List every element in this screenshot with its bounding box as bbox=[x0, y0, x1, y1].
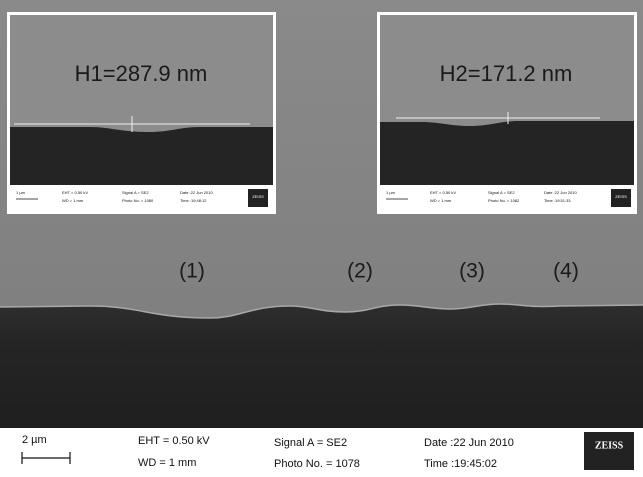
surface-edge bbox=[0, 303, 643, 319]
marker: (4) bbox=[553, 260, 579, 283]
height-label: H2=171.2 nm bbox=[440, 61, 573, 86]
photo-no: Photo No. = 1082 bbox=[488, 198, 520, 203]
logo: ZEISS bbox=[252, 194, 264, 199]
scale-label: 1 µm bbox=[386, 190, 396, 195]
date: Date :22 Jun 2010 bbox=[180, 190, 213, 195]
marker: (3) bbox=[459, 260, 485, 283]
inset-substrate bbox=[380, 121, 634, 185]
info-bar bbox=[0, 428, 643, 472]
height-label: H1=287.9 nm bbox=[75, 61, 208, 86]
logo-box bbox=[248, 189, 268, 207]
substrate bbox=[0, 304, 643, 428]
inset-substrate bbox=[10, 127, 273, 185]
eht: EHT = 0.50 kV bbox=[138, 435, 210, 447]
date: Date :22 Jun 2010 bbox=[424, 437, 514, 449]
logo: ZEISS bbox=[595, 440, 624, 451]
inset: H1=287.9 nm 1 µm EHT = 0.50 kV WD = 1 mm… bbox=[7, 12, 276, 214]
logo-box bbox=[611, 189, 631, 207]
photo-no: Photo No. = 1080 bbox=[122, 198, 154, 203]
signal: Signal A = SE2 bbox=[488, 190, 515, 195]
time: Time :19:48:12 bbox=[180, 198, 207, 203]
eht: EHT = 0.50 kV bbox=[62, 190, 88, 195]
scale-label: 1 µm bbox=[16, 190, 26, 195]
wd: WD = 1 mm bbox=[62, 198, 84, 203]
photo-no: Photo No. = 1078 bbox=[274, 458, 360, 470]
time: Time :19:45:02 bbox=[424, 458, 497, 470]
inset: H2=171.2 nm 1 µm EHT = 0.50 kV WD = 1 mm… bbox=[377, 12, 637, 214]
signal: Signal A = SE2 bbox=[122, 190, 149, 195]
time: Time :19:51:33 bbox=[544, 198, 571, 203]
scale-label: 2 µm bbox=[22, 434, 47, 446]
wd: WD = 1 mm bbox=[138, 457, 196, 469]
wd: WD = 1 mm bbox=[430, 198, 452, 203]
logo-box bbox=[584, 432, 634, 470]
marker: (2) bbox=[347, 260, 373, 283]
date: Date :22 Jun 2010 bbox=[544, 190, 577, 195]
signal: Signal A = SE2 bbox=[274, 437, 347, 449]
eht: EHT = 0.50 kV bbox=[430, 190, 456, 195]
scale-bar bbox=[21, 452, 71, 464]
marker: (1) bbox=[179, 260, 205, 283]
logo: ZEISS bbox=[615, 194, 627, 199]
